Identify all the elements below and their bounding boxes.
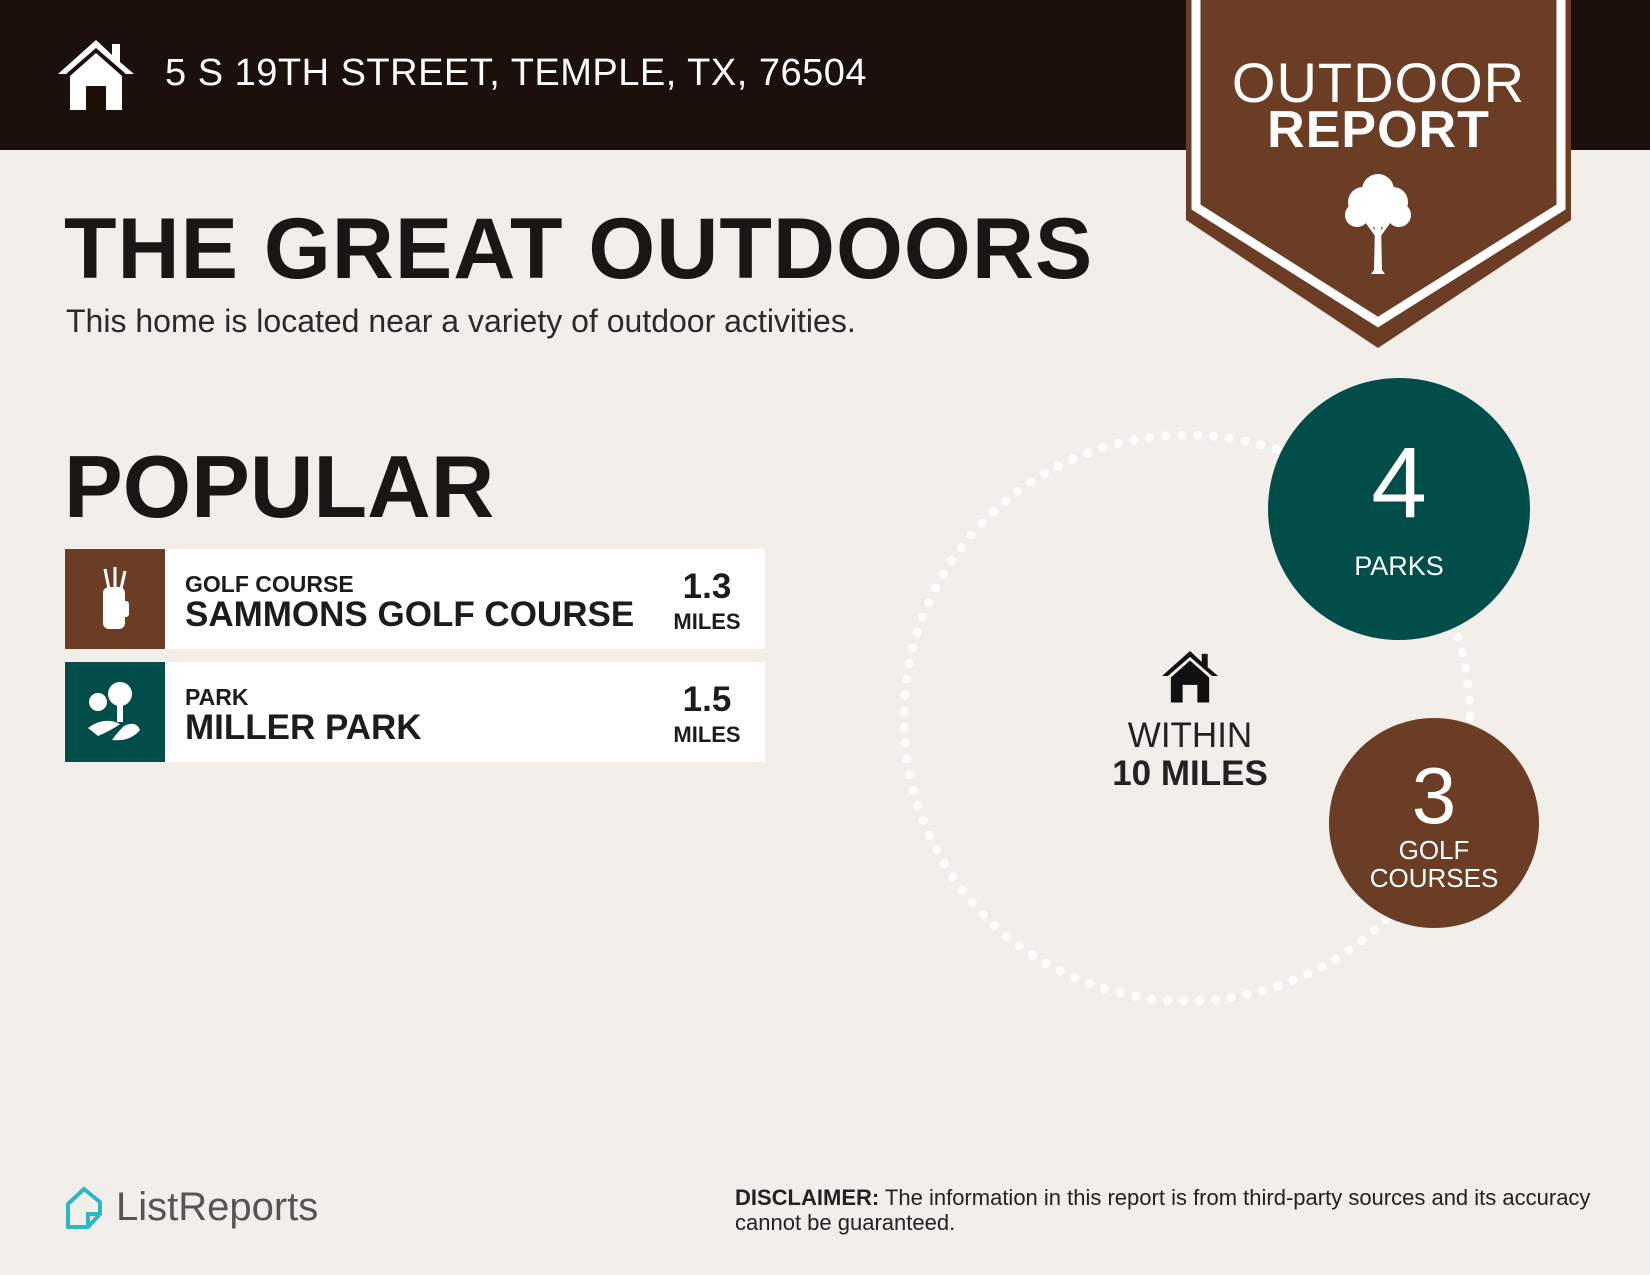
disclaimer-text: The information in this report is from t… [735, 1185, 1591, 1235]
golf-label-line2: COURSES [1369, 863, 1499, 893]
item-distance-unit: MILES [673, 722, 741, 747]
tree-icon [1345, 174, 1411, 274]
item-name: SAMMONS GOLF COURSE [185, 595, 635, 634]
item-distance-unit: MILES [673, 609, 741, 634]
badge-title-line1: OUTDOOR [1231, 51, 1526, 114]
parks-count: 4 [1371, 427, 1427, 539]
home-icon [1162, 650, 1218, 703]
section-title: POPULAR [64, 437, 495, 536]
item-category: PARK [185, 684, 249, 710]
badge-title-line2: REPORT [1267, 101, 1490, 159]
item-distance: 1.3 [682, 567, 732, 606]
listreports-logo: ListReports [64, 1185, 318, 1230]
golf-bag-icon [65, 549, 165, 649]
within-distance: 10 MILES [1112, 754, 1268, 793]
parks-label: PARKS [1354, 551, 1444, 581]
parks-count-circle: 4 PARKS [1268, 378, 1530, 640]
property-address: 5 S 19TH STREET, TEMPLE, TX, 76504 [165, 52, 868, 94]
golf-count: 3 [1411, 751, 1457, 840]
home-icon [58, 40, 134, 110]
page-title: THE GREAT OUTDOORS [64, 201, 1094, 297]
within-label: WITHIN [1127, 716, 1253, 755]
outdoor-report-badge [1186, 0, 1571, 348]
item-category: GOLF COURSE [185, 571, 354, 597]
logo-icon [66, 1186, 102, 1229]
golf-label-line1: GOLF [1398, 835, 1470, 865]
list-item[interactable]: PARK MILLER PARK 1.5 MILES [65, 662, 765, 762]
item-name: MILLER PARK [185, 708, 422, 747]
item-distance: 1.5 [682, 680, 732, 719]
golf-count-circle: 3 GOLF COURSES [1329, 718, 1539, 928]
list-item[interactable]: GOLF COURSE SAMMONS GOLF COURSE 1.3 MILE… [65, 549, 765, 649]
park-icon [65, 662, 165, 762]
page-subtitle: This home is located near a variety of o… [66, 303, 856, 339]
brand-name: ListReports [116, 1185, 319, 1229]
disclaimer: DISCLAIMER: The information in this repo… [735, 1185, 1595, 1235]
disclaimer-label: DISCLAIMER: [735, 1185, 880, 1210]
